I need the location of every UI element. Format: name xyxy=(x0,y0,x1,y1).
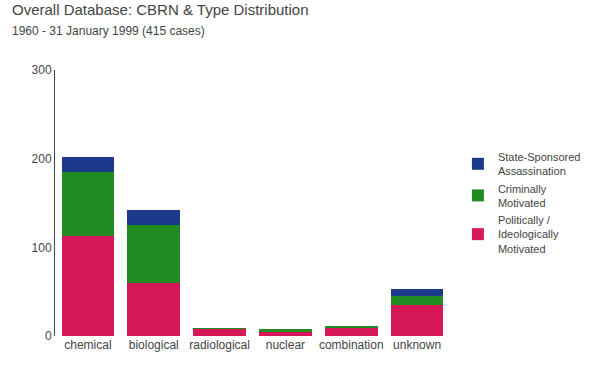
svg-text:300: 300 xyxy=(32,63,52,77)
svg-text:0: 0 xyxy=(45,329,52,343)
svg-text:CriminallyMotivated: CriminallyMotivated xyxy=(498,183,547,209)
svg-text:biological: biological xyxy=(129,338,179,352)
svg-text:Overall Database: CBRN & Type: Overall Database: CBRN & Type Distributi… xyxy=(12,1,309,38)
svg-text:unknown: unknown xyxy=(393,338,441,352)
svg-text:Politically /IdeologicallyMoti: Politically /IdeologicallyMotivated xyxy=(498,214,559,255)
svg-text:combination: combination xyxy=(319,338,384,352)
svg-text:200: 200 xyxy=(32,152,52,166)
svg-text:100: 100 xyxy=(32,241,52,255)
svg-text:radiological: radiological xyxy=(189,338,250,352)
svg-text:nuclear: nuclear xyxy=(266,338,305,352)
svg-text:State-SponsoredAssassination: State-SponsoredAssassination xyxy=(498,151,581,177)
svg-text:chemical: chemical xyxy=(64,338,111,352)
